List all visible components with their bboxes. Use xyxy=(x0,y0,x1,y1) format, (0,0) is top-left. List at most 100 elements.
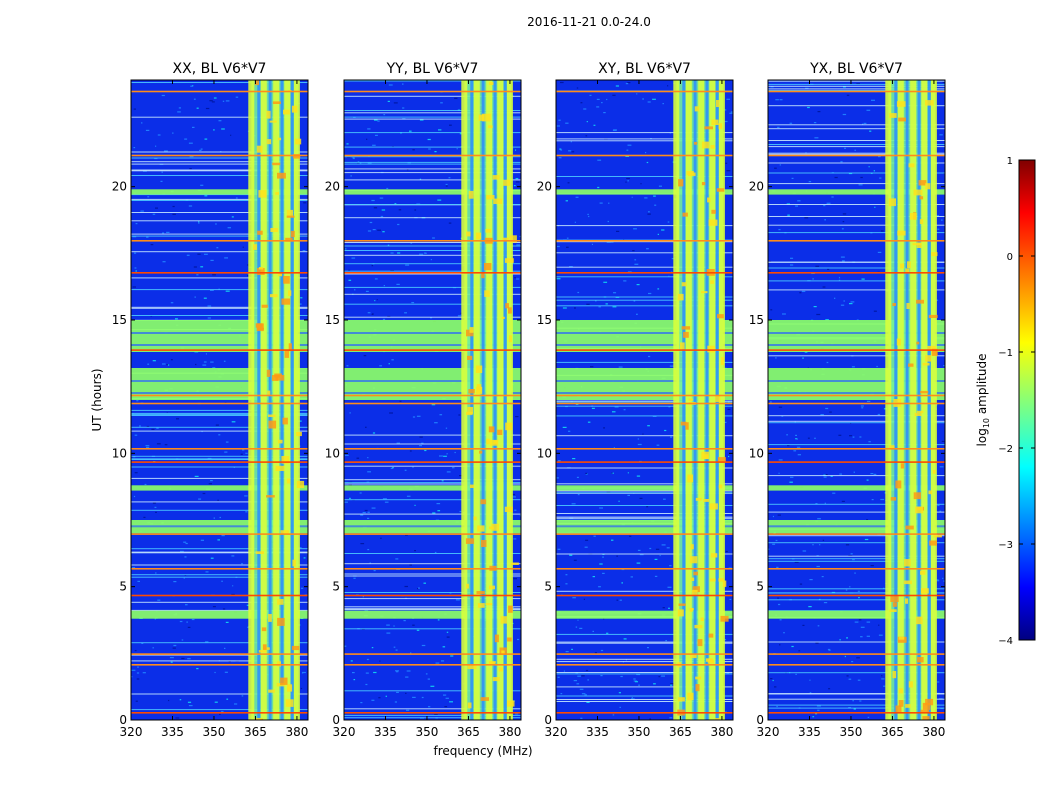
intensity-patch xyxy=(908,363,914,367)
noise-speck xyxy=(161,171,163,173)
noise-speck xyxy=(654,204,657,206)
noise-speck xyxy=(378,697,381,699)
noise-speck xyxy=(146,236,149,238)
noise-speck xyxy=(353,577,356,579)
band-gap xyxy=(481,80,485,720)
noise-speck xyxy=(778,472,780,474)
noise-speck xyxy=(423,252,427,254)
noise-speck xyxy=(599,202,603,204)
rfi-streak xyxy=(131,235,308,237)
noise-speck xyxy=(859,700,862,702)
noise-speck xyxy=(562,426,567,428)
rfi-streak xyxy=(344,250,521,251)
intensity-patch xyxy=(900,263,905,269)
intensity-patch xyxy=(277,439,283,444)
noise-speck xyxy=(612,94,616,96)
rfi-streak xyxy=(556,176,733,177)
rfi-streak xyxy=(344,483,521,485)
bright-column xyxy=(293,80,300,720)
rfi-streak xyxy=(556,686,733,688)
noise-speck xyxy=(634,681,638,683)
noise-speck xyxy=(213,129,215,131)
rfi-streak xyxy=(556,701,733,702)
intensity-patch xyxy=(275,192,279,195)
noise-speck xyxy=(180,550,184,552)
intensity-patch xyxy=(475,232,482,240)
noise-speck xyxy=(387,315,391,318)
rfi-streak xyxy=(344,598,521,600)
rfi-streak xyxy=(131,306,308,308)
noise-speck xyxy=(611,472,613,474)
noise-speck xyxy=(795,438,798,440)
noise-speck xyxy=(558,119,561,121)
noise-speck xyxy=(601,102,603,104)
noise-speck xyxy=(627,472,629,474)
noise-speck xyxy=(425,673,428,675)
noise-speck xyxy=(373,207,378,209)
noise-speck xyxy=(161,94,165,97)
noise-speck xyxy=(586,121,588,123)
intensity-patch xyxy=(916,341,920,345)
rfi-streak xyxy=(344,316,521,318)
noise-speck xyxy=(181,657,185,660)
intensity-patch xyxy=(905,268,910,274)
noise-speck xyxy=(374,119,378,121)
rfi-streak xyxy=(556,138,733,140)
rfi-streak xyxy=(344,270,521,272)
colorbar-tick-label: −2 xyxy=(998,444,1013,455)
noise-speck xyxy=(772,543,776,545)
noise-speck xyxy=(419,445,422,447)
red-rfi-line xyxy=(768,154,945,157)
noise-speck xyxy=(434,714,438,716)
rfi-streak xyxy=(556,505,733,506)
noise-speck xyxy=(852,559,855,561)
noise-speck xyxy=(843,300,845,302)
intensity-patch xyxy=(277,599,284,605)
noise-speck xyxy=(359,492,362,494)
intensity-patch xyxy=(927,345,936,351)
noise-speck xyxy=(853,708,856,710)
intensity-patch xyxy=(277,617,285,626)
noise-speck xyxy=(634,263,639,265)
rfi-streak xyxy=(344,80,521,82)
rfi-streak xyxy=(768,558,945,560)
noise-speck xyxy=(730,670,733,672)
rfi-streak xyxy=(344,714,521,716)
intensity-patch xyxy=(906,303,910,309)
noise-speck xyxy=(371,699,375,701)
noise-speck xyxy=(812,716,815,718)
noise-speck xyxy=(385,695,387,697)
noise-speck xyxy=(430,685,435,687)
noise-speck xyxy=(566,237,569,239)
rfi-streak xyxy=(131,660,308,662)
intensity-patch xyxy=(692,586,700,593)
noise-speck xyxy=(808,181,812,183)
noise-speck xyxy=(585,472,588,474)
intensity-patch xyxy=(476,591,485,595)
noise-speck xyxy=(372,144,376,146)
noise-speck xyxy=(626,149,629,151)
intensity-patch xyxy=(478,114,485,121)
noise-speck xyxy=(615,85,619,87)
intensity-patch xyxy=(272,162,281,166)
noise-speck xyxy=(809,579,813,581)
intensity-patch xyxy=(287,684,293,692)
noise-speck xyxy=(814,437,816,439)
intensity-patch xyxy=(722,580,727,587)
rfi-streak xyxy=(131,412,308,414)
intensity-patch xyxy=(695,684,700,692)
intensity-patch xyxy=(709,503,718,510)
noise-speck xyxy=(205,641,209,643)
intensity-patch xyxy=(701,291,708,294)
noise-speck xyxy=(817,518,821,520)
red-rfi-line xyxy=(131,272,308,274)
rfi-streak xyxy=(131,277,308,279)
noise-speck xyxy=(365,426,367,428)
noise-speck xyxy=(794,421,796,423)
noise-speck xyxy=(830,475,833,477)
noise-speck xyxy=(562,307,567,309)
noise-speck xyxy=(726,98,730,100)
heatmap-body xyxy=(768,80,945,720)
intensity-patch xyxy=(475,365,483,373)
noise-speck xyxy=(386,624,390,626)
